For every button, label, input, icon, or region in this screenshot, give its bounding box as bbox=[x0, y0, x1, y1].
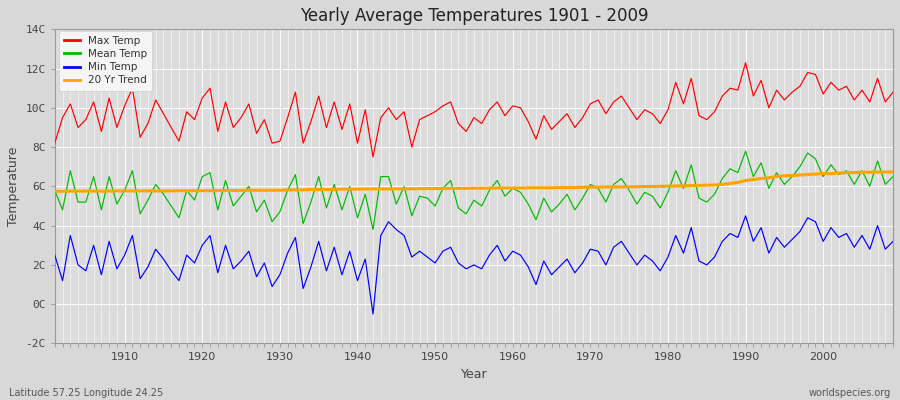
X-axis label: Year: Year bbox=[461, 368, 487, 381]
Y-axis label: Temperature: Temperature bbox=[7, 147, 20, 226]
Text: Latitude 57.25 Longitude 24.25: Latitude 57.25 Longitude 24.25 bbox=[9, 388, 163, 398]
Text: worldspecies.org: worldspecies.org bbox=[809, 388, 891, 398]
Title: Yearly Average Temperatures 1901 - 2009: Yearly Average Temperatures 1901 - 2009 bbox=[300, 7, 648, 25]
Legend: Max Temp, Mean Temp, Min Temp, 20 Yr Trend: Max Temp, Mean Temp, Min Temp, 20 Yr Tre… bbox=[59, 31, 152, 91]
